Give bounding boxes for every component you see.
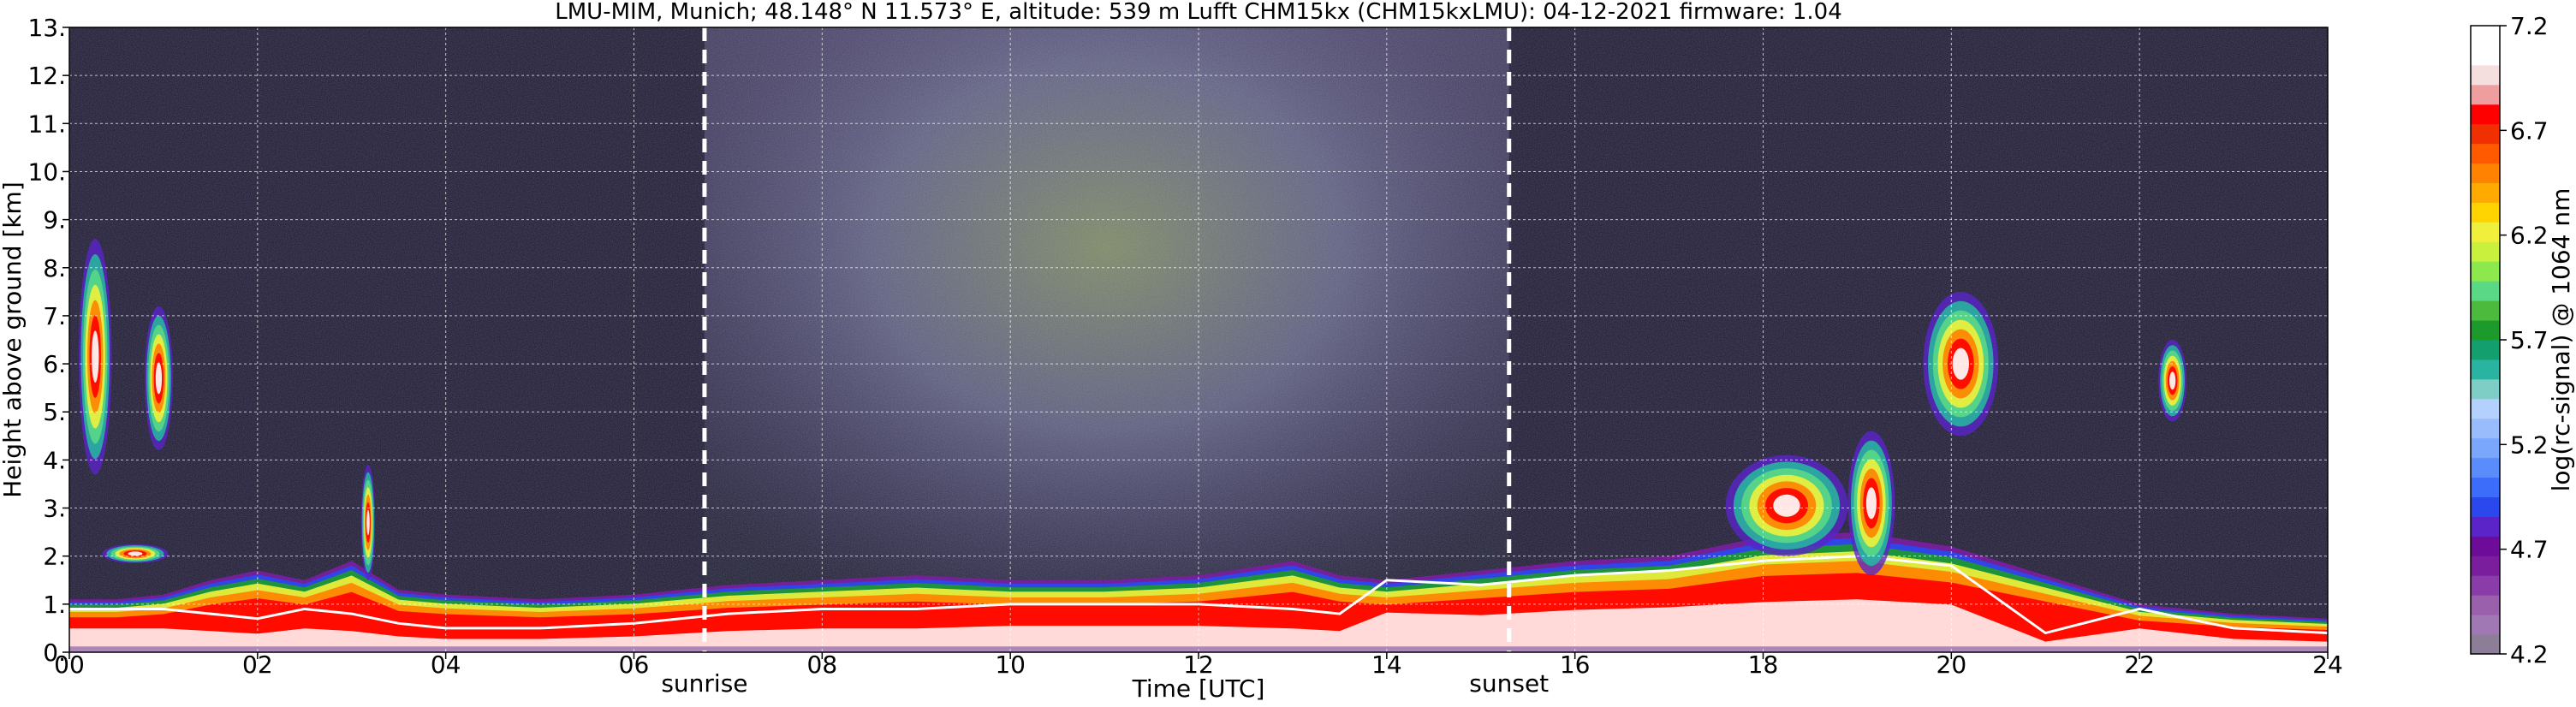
x-tick-label-12: 24 (2312, 651, 2343, 679)
x-tick-label-5: 10 (995, 651, 1026, 679)
y-tick-label-0: 0. (43, 639, 66, 667)
colorbar-cell-20 (2471, 241, 2500, 262)
y-tick-label-9: 9. (43, 206, 66, 235)
y-tick-label-6: 6. (43, 350, 66, 378)
colorbar-cell-24 (2471, 163, 2500, 183)
colorbar-tick-label-3: 5.7 (2510, 326, 2549, 354)
colorbar-cell-11 (2471, 418, 2500, 439)
colorbar-cell-1 (2471, 615, 2500, 635)
colorbar-cell-9 (2471, 457, 2500, 478)
colorbar-cell-15 (2471, 340, 2500, 360)
plot-area (68, 27, 2329, 653)
cloud-0-ring-6 (91, 330, 99, 383)
x-tick-label-0: 00 (54, 651, 85, 679)
cloud-4-ring-6 (1773, 494, 1800, 517)
y-axis-label: Height above ground [km] (0, 181, 27, 498)
colorbar-cell-6 (2471, 516, 2500, 537)
colorbar-cell-13 (2471, 378, 2500, 400)
colorbar-tick-label-5: 6.7 (2510, 116, 2549, 145)
cloud-1-ring-6 (155, 362, 163, 395)
y-tick-label-13: 13. (27, 14, 66, 42)
colorbar-tick-label-4: 6.2 (2510, 222, 2549, 250)
x-tick-label-4: 08 (807, 651, 838, 679)
y-tick-label-3: 3. (43, 495, 66, 523)
x-tick-label-3: 06 (619, 651, 650, 679)
colorbar-label: log(rc-signal) @ 1064 nm (2547, 188, 2575, 492)
colorbar-tick-label-0: 4.2 (2510, 640, 2549, 668)
colorbar-cell-27 (2471, 104, 2500, 125)
colorbar-cell-0 (2471, 634, 2500, 655)
cloud-5-ring-6 (1865, 487, 1877, 520)
colorbar-cell-16 (2471, 320, 2500, 341)
x-tick-label-1: 02 (242, 651, 273, 679)
sun-line-labels: sunrise sunset (661, 669, 1549, 698)
x-axis: 00 02 04 06 08 10 12 14 16 18 20 22 24 (54, 651, 2343, 679)
x-tick-label-11: 22 (2124, 651, 2155, 679)
cloud-layers (78, 239, 2187, 580)
colorbar-tick-label-1: 4.7 (2510, 536, 2549, 564)
colorbar-tick-label-2: 5.2 (2510, 431, 2549, 459)
colorbar: 4.2 4.7 5.2 5.7 6.2 6.7 7.2 log(rc-signal) @ 1… (2470, 12, 2575, 668)
y-tick-label-11: 11. (27, 110, 66, 138)
x-axis-label: Time [UTC] (1132, 674, 1265, 703)
y-tick-label-2: 2. (43, 543, 66, 571)
chart-title: LMU-MIM, Munich; 48.148° N 11.573° E, al… (555, 0, 1841, 25)
x-tick-label-8: 16 (1560, 651, 1591, 679)
colorbar-cell-30 (2471, 45, 2500, 66)
colorbar-cell-14 (2471, 359, 2500, 380)
colorbar-cell-4 (2471, 556, 2500, 576)
colorbar-cell-2 (2471, 595, 2500, 615)
colorbar-cell-21 (2471, 222, 2500, 242)
y-tick-label-12: 12. (27, 62, 66, 90)
y-tick-label-4: 4. (43, 446, 66, 474)
colorbar-cells (2471, 26, 2500, 655)
cloud-7-ring-6 (2169, 371, 2176, 390)
colorbar-cell-22 (2471, 202, 2500, 223)
cloud-3-ring-6 (366, 509, 370, 536)
colorbar-cell-17 (2471, 300, 2500, 321)
colorbar-cell-3 (2471, 575, 2500, 596)
grid (69, 27, 2328, 652)
colorbar-cell-5 (2471, 536, 2500, 556)
colorbar-cell-7 (2471, 496, 2500, 517)
y-tick-label-1: 1. (43, 591, 66, 619)
colorbar-cell-12 (2471, 398, 2500, 419)
y-axis: 0. 1. 2. 3. 4. 5. 6. 7. 8. 9. 10. 11. 12. 13. (27, 14, 69, 667)
sun-line-label-sunset: sunset (1469, 669, 1549, 698)
y-tick-label-8: 8. (43, 254, 66, 282)
colorbar-tick-label-6: 7.2 (2510, 12, 2549, 40)
colorbar-cell-31 (2471, 26, 2500, 46)
y-tick-label-7: 7. (43, 302, 66, 330)
x-tick-label-9: 18 (1748, 651, 1779, 679)
y-tick-label-10: 10. (27, 157, 66, 186)
colorbar-cell-25 (2471, 143, 2500, 164)
sun-line-label-sunrise: sunrise (661, 669, 747, 698)
y-tick-label-5: 5. (43, 398, 66, 426)
colorbar-cell-29 (2471, 64, 2500, 86)
colorbar-cell-28 (2471, 84, 2500, 105)
colorbar-cell-10 (2471, 437, 2500, 459)
colorbar-cell-26 (2471, 123, 2500, 145)
x-tick-label-7: 14 (1371, 651, 1402, 679)
sun-lines (702, 27, 1512, 652)
colorbar-cell-23 (2471, 182, 2500, 203)
x-tick-label-2: 04 (431, 651, 461, 679)
colorbar-cell-18 (2471, 281, 2500, 301)
colorbar-cell-19 (2471, 261, 2500, 282)
colorbar-cell-8 (2471, 477, 2500, 497)
x-tick-label-10: 20 (1936, 651, 1967, 679)
x-tick-label-6: 12 (1183, 651, 1214, 679)
cloud-2-ring-6 (128, 551, 143, 556)
colorbar-ticks: 4.2 4.7 5.2 5.7 6.2 6.7 7.2 (2500, 12, 2549, 668)
